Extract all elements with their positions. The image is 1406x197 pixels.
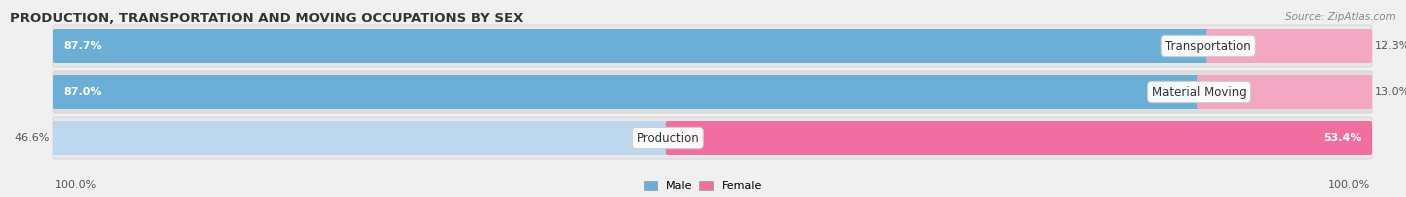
- FancyBboxPatch shape: [1206, 29, 1372, 63]
- FancyBboxPatch shape: [1197, 75, 1372, 109]
- Text: 100.0%: 100.0%: [55, 180, 97, 190]
- Text: PRODUCTION, TRANSPORTATION AND MOVING OCCUPATIONS BY SEX: PRODUCTION, TRANSPORTATION AND MOVING OC…: [10, 12, 523, 25]
- Text: 53.4%: 53.4%: [1323, 133, 1362, 143]
- Text: 46.6%: 46.6%: [14, 133, 51, 143]
- Text: Production: Production: [637, 132, 699, 145]
- FancyBboxPatch shape: [53, 121, 669, 155]
- FancyBboxPatch shape: [53, 117, 1372, 159]
- FancyBboxPatch shape: [53, 29, 1211, 63]
- Text: 100.0%: 100.0%: [1327, 180, 1369, 190]
- Text: Material Moving: Material Moving: [1152, 85, 1247, 98]
- Text: 87.0%: 87.0%: [63, 87, 101, 97]
- FancyBboxPatch shape: [53, 71, 1372, 113]
- Text: 13.0%: 13.0%: [1375, 87, 1406, 97]
- FancyBboxPatch shape: [53, 25, 1372, 67]
- Text: Transportation: Transportation: [1166, 40, 1251, 52]
- Legend: Male, Female: Male, Female: [644, 181, 762, 191]
- FancyBboxPatch shape: [666, 121, 1372, 155]
- Text: Source: ZipAtlas.com: Source: ZipAtlas.com: [1285, 12, 1396, 22]
- FancyBboxPatch shape: [53, 75, 1201, 109]
- Text: 12.3%: 12.3%: [1375, 41, 1406, 51]
- Text: 87.7%: 87.7%: [63, 41, 101, 51]
